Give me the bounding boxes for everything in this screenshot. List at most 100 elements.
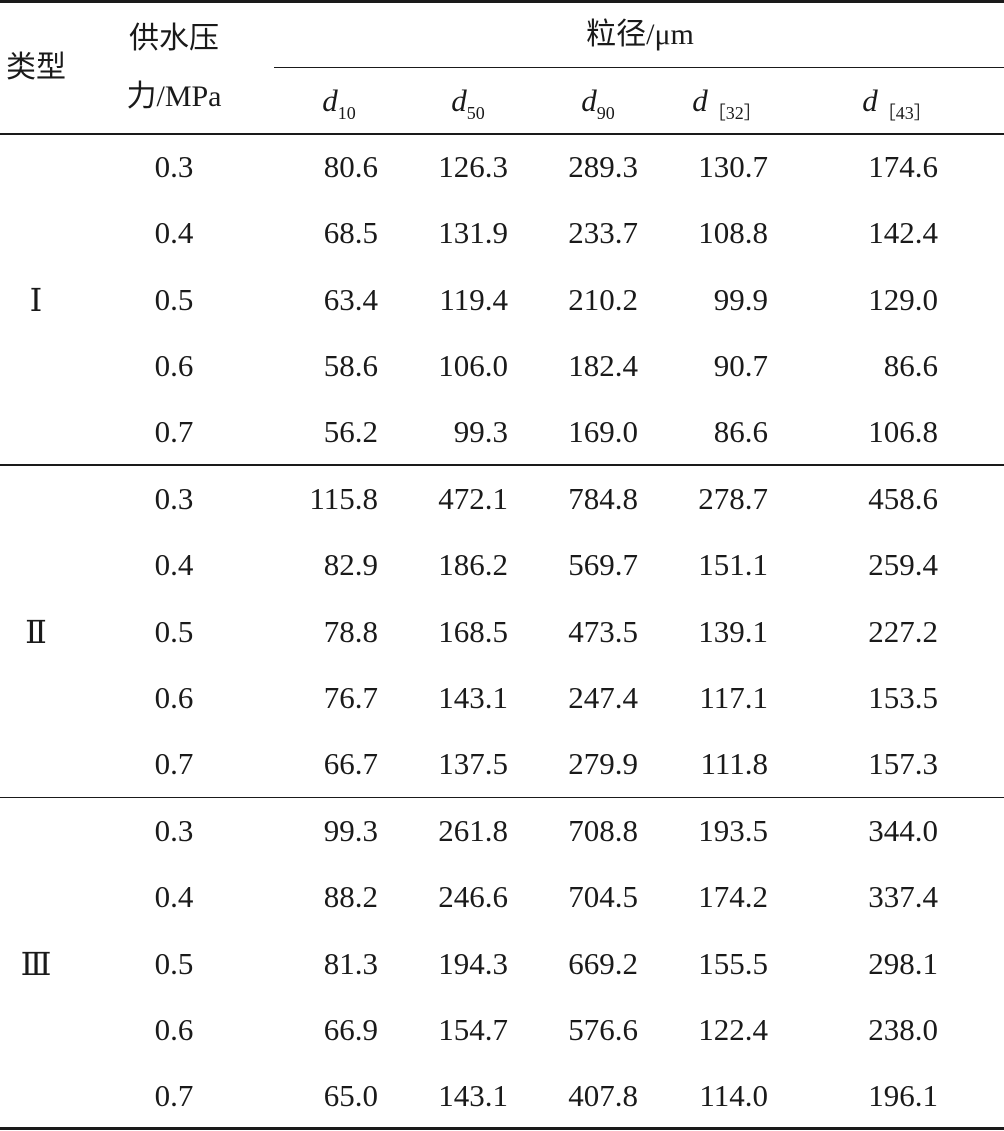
value-cell-d10: 82.9 [323, 547, 378, 582]
diameter-symbol: d [581, 83, 597, 118]
value-cell-d10: 66.9 [323, 1012, 378, 1047]
pressure-cell: 0.4 [154, 879, 194, 914]
type-label: Ⅱ [25, 614, 47, 650]
diameter-symbol: d [862, 83, 878, 118]
value-cell-d43: 337.4 [868, 879, 938, 914]
particle-size-header: 粒径/μm [586, 18, 694, 51]
pressure-cell: 0.7 [154, 414, 194, 449]
value-cell-d50: 106.0 [438, 348, 508, 383]
size-column-header: d50 [451, 84, 485, 130]
value-cell-d32: 174.2 [698, 879, 768, 914]
value-cell-d90: 576.6 [568, 1012, 638, 1047]
value-cell-d50: 99.3 [453, 414, 508, 449]
value-cell-d10: 68.5 [323, 215, 378, 250]
pressure-cell: 0.3 [154, 149, 194, 184]
value-cell-d43: 238.0 [868, 1012, 938, 1047]
value-cell-d32: 151.1 [698, 547, 768, 582]
diameter-subscript: ［43］ [877, 103, 932, 123]
size-column-header: d［43］ [862, 84, 932, 130]
group-header-rule [274, 67, 1004, 68]
value-cell-d10: 88.2 [323, 879, 378, 914]
value-cell-d90: 473.5 [568, 614, 638, 649]
value-cell-d90: 784.8 [568, 481, 638, 516]
value-cell-d32: 130.7 [698, 149, 768, 184]
value-cell-d90: 708.8 [568, 813, 638, 848]
value-cell-d10: 58.6 [323, 348, 378, 383]
value-cell-d90: 407.8 [568, 1078, 638, 1113]
value-cell-d50: 194.3 [438, 946, 508, 981]
type-label: Ⅰ [29, 282, 43, 318]
value-cell-d32: 99.9 [713, 282, 768, 317]
value-cell-d10: 56.2 [323, 414, 378, 449]
value-cell-d43: 344.0 [868, 813, 938, 848]
size-column-header: d［32］ [692, 84, 762, 130]
value-cell-d50: 261.8 [438, 813, 508, 848]
value-cell-d10: 78.8 [323, 614, 378, 649]
value-cell-d32: 278.7 [698, 481, 768, 516]
pressure-cell: 0.4 [154, 215, 194, 250]
pressure-cell: 0.7 [154, 746, 194, 781]
value-cell-d50: 126.3 [438, 149, 508, 184]
value-cell-d90: 289.3 [568, 149, 638, 184]
value-cell-d43: 86.6 [883, 348, 938, 383]
value-cell-d32: 117.1 [699, 680, 768, 715]
value-cell-d32: 86.6 [713, 414, 768, 449]
value-cell-d43: 298.1 [868, 946, 938, 981]
pressure-cell: 0.5 [154, 946, 194, 981]
top-rule [0, 0, 1004, 3]
value-cell-d10: 81.3 [323, 946, 378, 981]
value-cell-d10: 63.4 [323, 282, 378, 317]
value-cell-d43: 157.3 [868, 746, 938, 781]
value-cell-d32: 90.7 [713, 348, 768, 383]
pressure-cell: 0.7 [154, 1078, 194, 1113]
value-cell-d32: 139.1 [698, 614, 768, 649]
value-cell-d32: 122.4 [698, 1012, 768, 1047]
group-separator-rule [0, 464, 1004, 466]
value-cell-d90: 210.2 [568, 282, 638, 317]
pressure-cell: 0.4 [154, 547, 194, 582]
pressure-header-line2: 力/MPa [126, 80, 222, 113]
pressure-header-line1: 供水压 [129, 22, 219, 55]
pressure-cell: 0.5 [154, 614, 194, 649]
pressure-cell: 0.3 [154, 481, 194, 516]
value-cell-d50: 246.6 [438, 879, 508, 914]
type-label: Ⅲ [20, 946, 52, 982]
diameter-symbol: d [451, 83, 467, 118]
value-cell-d43: 129.0 [868, 282, 938, 317]
value-cell-d10: 76.7 [323, 680, 378, 715]
value-cell-d50: 168.5 [438, 614, 508, 649]
value-cell-d43: 106.8 [868, 414, 938, 449]
value-cell-d90: 669.2 [568, 946, 638, 981]
value-cell-d43: 458.6 [868, 481, 938, 516]
group-separator-rule [0, 797, 1004, 798]
header-bottom-rule [0, 133, 1004, 135]
value-cell-d32: 193.5 [698, 813, 768, 848]
diameter-subscript: ［32］ [707, 103, 762, 123]
diameter-subscript: 50 [466, 103, 485, 123]
value-cell-d43: 227.2 [868, 614, 938, 649]
diameter-symbol: d [692, 83, 708, 118]
value-cell-d43: 153.5 [868, 680, 938, 715]
value-cell-d90: 247.4 [568, 680, 638, 715]
value-cell-d43: 174.6 [868, 149, 938, 184]
size-column-header: d10 [322, 84, 356, 130]
pressure-cell: 0.3 [154, 813, 194, 848]
pressure-cell: 0.6 [154, 680, 194, 715]
value-cell-d50: 131.9 [438, 215, 508, 250]
type-header: 类型 [6, 51, 66, 84]
size-column-header: d90 [581, 84, 615, 130]
pressure-cell: 0.6 [154, 348, 194, 383]
diameter-subscript: 90 [596, 103, 615, 123]
value-cell-d50: 137.5 [438, 746, 508, 781]
value-cell-d43: 259.4 [868, 547, 938, 582]
value-cell-d50: 143.1 [438, 1078, 508, 1113]
value-cell-d32: 108.8 [698, 215, 768, 250]
value-cell-d90: 704.5 [568, 879, 638, 914]
value-cell-d90: 169.0 [568, 414, 638, 449]
value-cell-d50: 119.4 [439, 282, 508, 317]
value-cell-d10: 80.6 [323, 149, 378, 184]
value-cell-d50: 143.1 [438, 680, 508, 715]
value-cell-d10: 65.0 [323, 1078, 378, 1113]
value-cell-d10: 115.8 [309, 481, 378, 516]
